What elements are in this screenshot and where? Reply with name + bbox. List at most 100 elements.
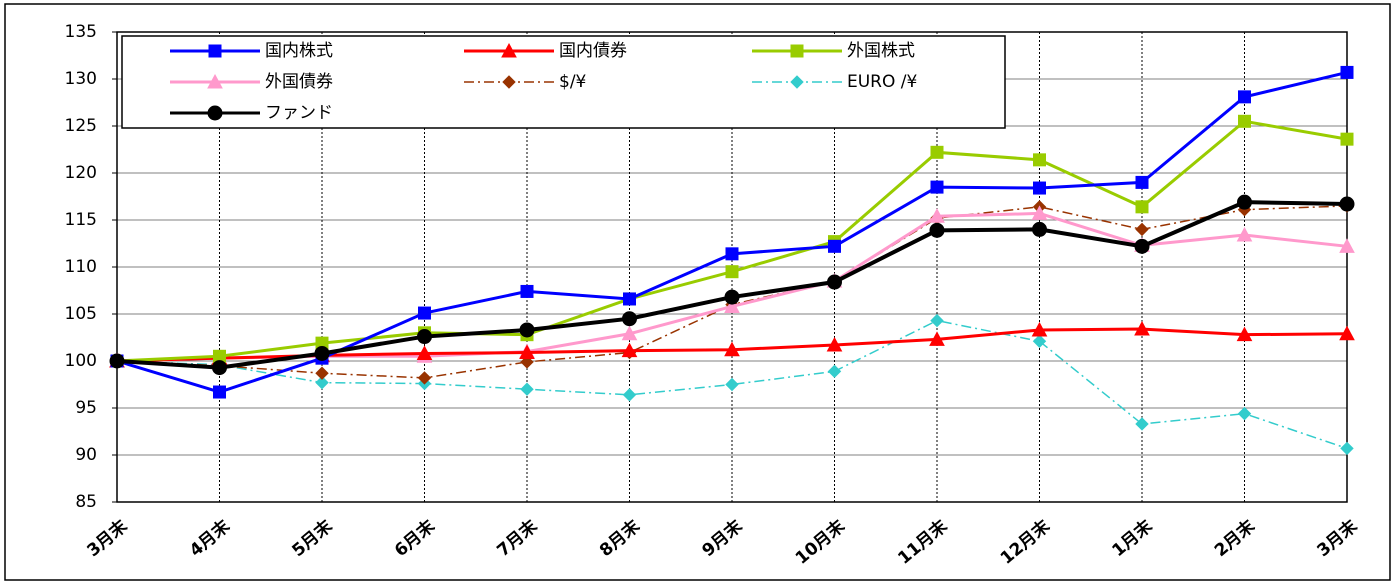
x-tick-label: 9月末	[698, 515, 747, 561]
x-tick-label: 4月末	[185, 515, 234, 561]
point	[520, 382, 534, 396]
y-tick-label: 135	[65, 22, 97, 42]
x-tick-label: 10月末	[791, 515, 849, 569]
point	[827, 274, 842, 290]
legend-label: EURO /¥	[847, 72, 918, 92]
point	[520, 284, 534, 298]
point	[1031, 205, 1048, 220]
point	[1236, 226, 1253, 242]
point	[1135, 175, 1149, 189]
x-tick-label: 3月末	[1313, 515, 1362, 561]
x-tick-label: 3月末	[83, 515, 132, 561]
legend-marker	[501, 42, 517, 58]
point	[724, 298, 740, 313]
point	[725, 265, 739, 279]
y-tick-label: 90	[75, 445, 97, 465]
legend-marker	[207, 105, 223, 121]
plot-border	[116, 31, 1348, 503]
y-tick-label: 105	[65, 304, 97, 324]
point	[724, 289, 740, 305]
point	[213, 385, 226, 399]
point	[1237, 406, 1252, 421]
y-tick-label: 115	[65, 210, 97, 230]
legend-marker	[790, 44, 804, 58]
legend-item: 外国債券	[170, 72, 333, 92]
point	[929, 208, 945, 223]
point	[622, 388, 637, 402]
x-tick-label: 7月末	[493, 515, 542, 561]
point	[1135, 222, 1149, 237]
y-tick-label: 95	[75, 398, 97, 418]
point	[930, 180, 944, 194]
point	[623, 292, 636, 306]
point	[725, 377, 739, 392]
legend-marker	[502, 75, 516, 89]
point	[417, 371, 432, 385]
point	[622, 311, 637, 327]
x-tick-label: 1月末	[1108, 515, 1157, 561]
point	[1237, 194, 1252, 210]
y-tick-label: 100	[65, 351, 97, 371]
legend-label: 国内債券	[559, 41, 627, 61]
point	[827, 364, 842, 379]
y-tick-label: 120	[65, 163, 97, 183]
point	[1134, 238, 1150, 254]
y-tick-label: 130	[65, 69, 97, 89]
x-tick-label: 2月末	[1210, 515, 1259, 561]
point	[1135, 417, 1149, 431]
x-tick-label: 6月末	[390, 515, 439, 561]
point	[315, 366, 329, 380]
point	[930, 145, 944, 159]
point	[1236, 326, 1253, 342]
point	[1340, 441, 1354, 456]
point	[1033, 153, 1046, 167]
point	[929, 222, 945, 238]
legend-label: 外国株式	[847, 41, 915, 61]
point	[1033, 181, 1046, 195]
point	[212, 360, 227, 376]
point	[826, 336, 843, 352]
frame	[4, 3, 1391, 581]
legend-marker	[790, 75, 804, 89]
y-tick-label: 125	[65, 116, 97, 136]
point	[1339, 196, 1355, 212]
legend-item: 外国株式	[752, 41, 915, 61]
point	[315, 375, 329, 390]
y-tick-label: 85	[75, 492, 97, 512]
legend-item: ファンド	[170, 103, 333, 123]
point	[1238, 114, 1251, 128]
x-tick-label: 8月末	[595, 515, 644, 561]
legend-label: ファンド	[265, 103, 333, 123]
point	[417, 329, 432, 345]
x-tick-label: 12月末	[996, 515, 1054, 569]
point	[828, 239, 841, 253]
point	[621, 342, 638, 358]
point	[1032, 334, 1047, 348]
point	[1340, 65, 1354, 79]
point	[519, 344, 535, 360]
point	[929, 331, 945, 346]
point	[1031, 321, 1048, 337]
point	[621, 325, 638, 341]
legend-label: 外国債券	[265, 72, 333, 92]
x-tick-label: 11月末	[894, 515, 952, 569]
legend-label: $/¥	[559, 72, 587, 92]
point	[1339, 238, 1355, 253]
point	[314, 345, 330, 361]
point	[1135, 200, 1149, 214]
point	[724, 341, 740, 357]
point	[418, 306, 431, 320]
x-tick-label: 5月末	[288, 515, 337, 561]
point	[109, 353, 125, 369]
point	[1032, 221, 1047, 237]
legend-item: 国内株式	[170, 41, 333, 61]
point	[1238, 90, 1251, 104]
legend-item: EURO /¥	[752, 72, 918, 92]
point	[1134, 320, 1150, 336]
point	[416, 345, 433, 360]
point	[1340, 132, 1354, 146]
point	[1339, 325, 1355, 341]
point	[725, 247, 739, 261]
point	[519, 322, 535, 338]
